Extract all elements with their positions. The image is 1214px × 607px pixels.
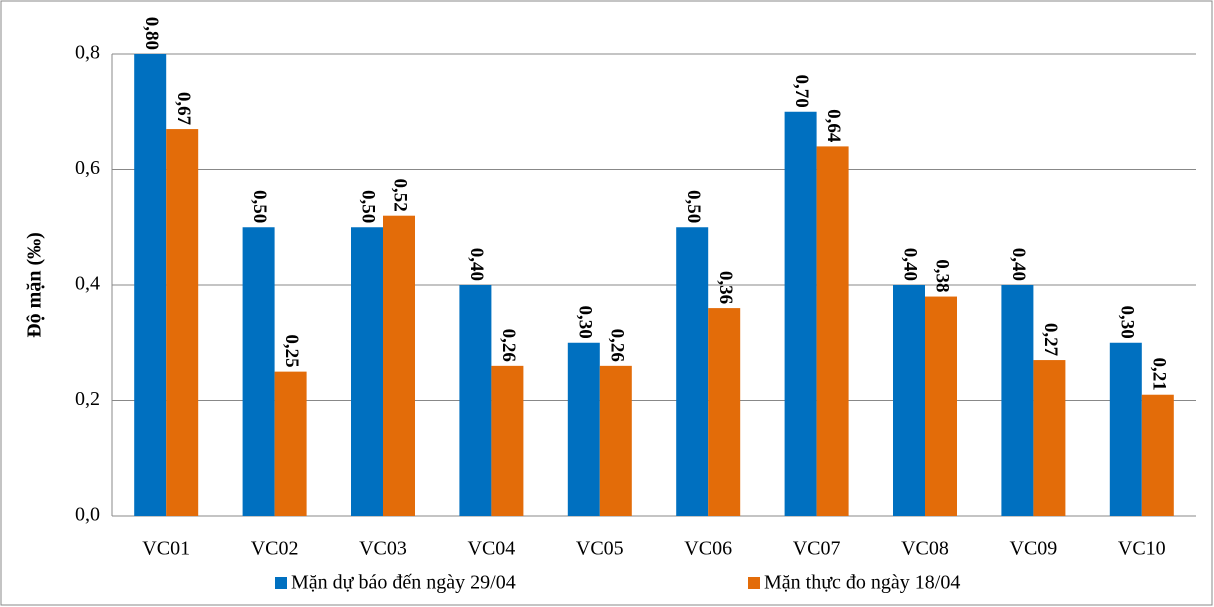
value-label: 0,67 (173, 92, 194, 126)
bar (166, 129, 199, 516)
bar (1141, 394, 1174, 516)
y-tick-label: 0,4 (75, 273, 100, 295)
value-label: 0,26 (498, 329, 519, 362)
y-tick-label: 0,0 (75, 504, 100, 526)
bar (274, 371, 307, 516)
y-tick-label: 0,2 (75, 388, 100, 410)
value-label: 0,40 (1008, 248, 1029, 281)
value-label: 0,52 (390, 178, 411, 211)
bar (459, 285, 492, 516)
x-tick-label: VC08 (901, 538, 949, 560)
x-tick-label: VC03 (359, 538, 407, 560)
value-label: 0,21 (1148, 357, 1169, 390)
x-tick-label: VC07 (793, 538, 841, 560)
x-tick-label: VC05 (576, 538, 624, 560)
value-label: 0,50 (358, 190, 379, 223)
bar (1109, 342, 1142, 516)
bar (134, 54, 167, 516)
bar (1033, 360, 1066, 516)
x-tick-label: VC04 (468, 538, 516, 560)
bar (491, 365, 524, 516)
value-label: 0,27 (1040, 323, 1061, 357)
legend-label: Mặn dự báo đến ngày 29/04 (291, 572, 516, 594)
value-label: 0,80 (141, 17, 162, 50)
value-label: 0,50 (249, 190, 270, 223)
value-label: 0,40 (900, 248, 921, 281)
value-label: 0,40 (466, 248, 487, 281)
y-axis-label: Độ mặn (‰) (24, 232, 46, 338)
legend-swatch (275, 577, 287, 589)
bar (567, 342, 600, 516)
bar (351, 227, 383, 516)
bar (816, 146, 849, 516)
value-label: 0,30 (574, 306, 595, 339)
bar (383, 215, 415, 516)
bar (242, 227, 275, 516)
legend-swatch (748, 577, 760, 589)
bar (893, 285, 925, 516)
value-label: 0,70 (791, 75, 812, 108)
x-tick-label: VC06 (684, 538, 732, 560)
y-tick-label: 0,8 (75, 42, 100, 64)
bar (708, 308, 741, 516)
x-tick-label: VC09 (1010, 538, 1058, 560)
bar (676, 227, 709, 516)
x-tick-label: VC02 (251, 538, 299, 560)
value-label: 0,38 (932, 259, 953, 292)
bar (784, 111, 817, 516)
x-tick-label: VC10 (1118, 538, 1166, 560)
value-label: 0,25 (281, 334, 302, 367)
bar (1001, 285, 1034, 516)
bar (599, 365, 632, 516)
value-label: 0,30 (1116, 306, 1137, 339)
value-label: 0,50 (683, 190, 704, 223)
value-label: 0,64 (823, 109, 844, 143)
value-label: 0,36 (715, 271, 736, 304)
x-tick-label: VC01 (142, 538, 190, 560)
y-tick-label: 0,6 (75, 157, 100, 179)
legend-label: Mặn thực đo ngày 18/04 (764, 572, 960, 594)
value-label: 0,26 (606, 329, 627, 362)
bar (925, 296, 957, 516)
